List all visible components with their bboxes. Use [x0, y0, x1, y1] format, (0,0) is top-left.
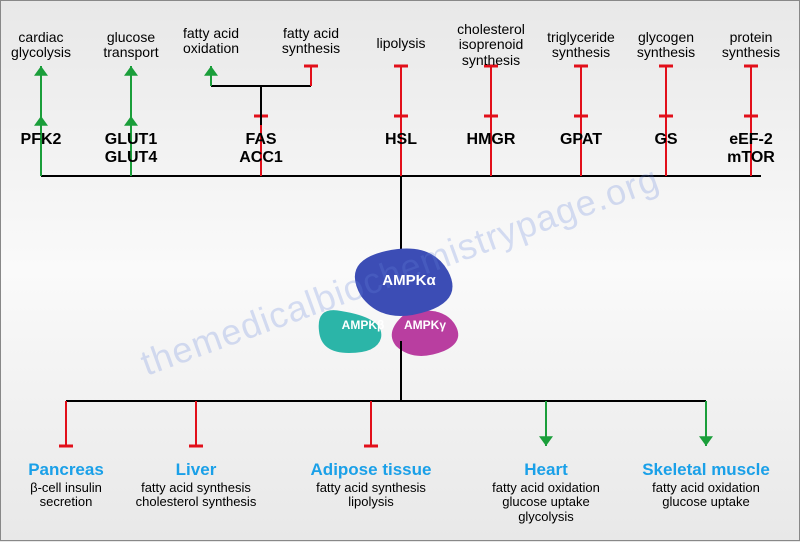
tissue-desc: fatty acid synthesislipolysis: [291, 481, 451, 510]
tissue-desc: fatty acid oxidationglucose uptake: [626, 481, 786, 510]
ampk-alpha-label: AMPKα: [329, 273, 489, 290]
ampk-gamma-label: AMPKγ: [345, 319, 505, 332]
tissue-name: Liver: [116, 461, 276, 480]
tissue-desc: fatty acid oxidationglucose uptakeglycol…: [466, 481, 626, 524]
target-label: eEF-2mTOR: [671, 131, 800, 166]
tissue-name: Skeletal muscle: [626, 461, 786, 480]
target-label: FASACC1: [181, 131, 341, 166]
process-label: proteinsynthesis: [671, 30, 800, 61]
tissue-name: Heart: [466, 461, 626, 480]
tissue-desc: fatty acid synthesischolesterol synthesi…: [116, 481, 276, 510]
tissue-name: Adipose tissue: [291, 461, 451, 480]
